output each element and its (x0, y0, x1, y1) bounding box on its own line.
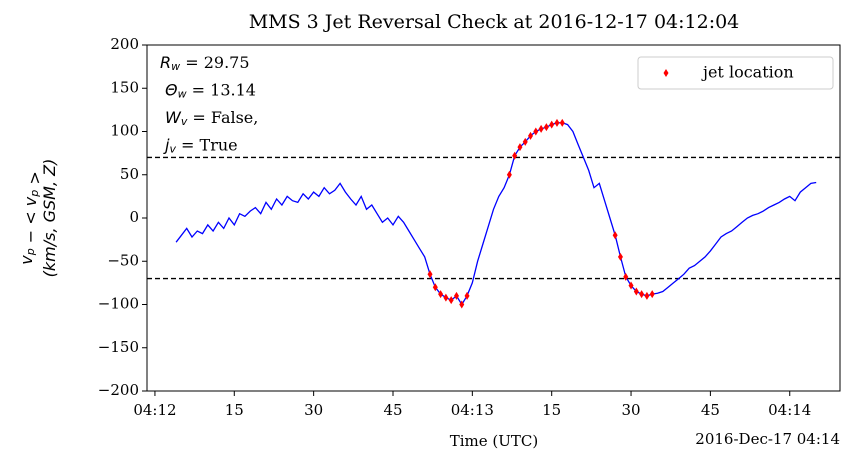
jet-marker (448, 296, 454, 305)
annotation-symbol: R (160, 53, 171, 72)
jet-marker (554, 118, 560, 127)
jet-marker (517, 143, 523, 152)
legend-box (637, 56, 834, 90)
jet-marker (538, 124, 544, 133)
jet-marker (459, 300, 465, 309)
jet-marker (628, 281, 634, 290)
annotation: Rw = 29.75 (160, 53, 250, 74)
jet-marker (639, 290, 645, 299)
y-tick-label: 0 (129, 208, 139, 226)
jet-marker (649, 290, 655, 299)
x-tick-label: 30 (304, 401, 323, 419)
annotation: Θw = 13.14 (165, 80, 256, 101)
jet-marker (464, 291, 470, 300)
y-tick-label: 150 (110, 78, 139, 96)
jet-marker (522, 137, 528, 146)
annotation-sub: v (169, 143, 176, 156)
x-axis-label: Time (UTC) (450, 432, 539, 450)
y-tick-label: 50 (120, 165, 139, 183)
x-tick-label: 15 (542, 401, 561, 419)
chart-title: MMS 3 Jet Reversal Check at 2016-12-17 0… (249, 11, 740, 33)
jet-marker (528, 131, 534, 140)
jet-marker (549, 120, 555, 129)
jet-marker (612, 231, 618, 240)
y-label-text: v (17, 255, 36, 265)
jet-marker (438, 290, 444, 299)
y-label-sub: p (28, 190, 41, 198)
jet-marker (443, 293, 449, 302)
y-tick-label: −150 (98, 338, 139, 356)
y-tick-label: 200 (110, 35, 139, 53)
jet-marker (453, 291, 459, 300)
x-tick-label: 04:13 (451, 401, 494, 419)
annotation-text: = True (176, 135, 238, 154)
y-axis-label: vp − < vp > (17, 171, 44, 264)
y-tick-label: 100 (110, 122, 139, 140)
jet-marker (617, 252, 623, 261)
x-tick-label: 04:12 (133, 401, 176, 419)
annotation: Wv = False, (165, 108, 258, 129)
offset-label: 2016-Dec-17 04:14 (695, 430, 840, 448)
jet-marker (644, 291, 650, 300)
annotation-text: = 29.75 (180, 53, 249, 72)
x-tick-label: 45 (383, 401, 402, 419)
annotation-symbol: W (165, 108, 182, 127)
y-tick-label: −100 (98, 295, 139, 313)
jet-marker (506, 170, 512, 179)
jet-marker (559, 118, 565, 127)
annotation-symbol: j (163, 135, 170, 154)
jet-marker (512, 151, 518, 160)
annotation: jv = True (163, 135, 238, 156)
y-label-sub: p (24, 248, 37, 256)
x-tick-label: 30 (621, 401, 640, 419)
jet-marker (427, 270, 433, 279)
annotation-symbol: Θ (165, 80, 178, 99)
y-label-text: − < v (21, 196, 40, 248)
y-label-text: > (25, 171, 44, 190)
jet-marker (543, 123, 549, 132)
x-tick-label: 15 (225, 401, 244, 419)
y-axis-label: (km/s, GSM, Z) (40, 159, 59, 278)
x-tick-label: 45 (701, 401, 720, 419)
jet-marker (432, 283, 438, 292)
jet-marker (533, 127, 539, 136)
jet-marker (633, 287, 639, 296)
annotation-sub: w (178, 88, 187, 101)
y-label-text: (km/s, GSM, Z) (40, 159, 59, 278)
legend-marker (663, 69, 669, 77)
annotation-sub: w (171, 60, 180, 73)
annotation-text: = 13.14 (187, 80, 256, 99)
annotation-text: = False, (187, 108, 258, 127)
legend-label: jet location (701, 63, 794, 82)
y-tick-label: −50 (107, 251, 139, 269)
x-tick-label: 04:14 (768, 401, 811, 419)
data-line (175, 122, 817, 306)
y-tick-label: −200 (98, 381, 139, 399)
annotation-sub: v (181, 115, 188, 128)
jet-marker (623, 272, 629, 281)
